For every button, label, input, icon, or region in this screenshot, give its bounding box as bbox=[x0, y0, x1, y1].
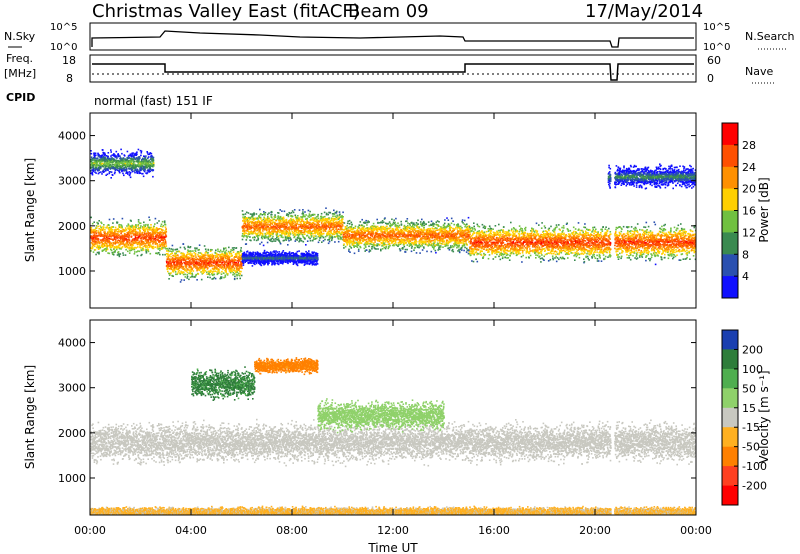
power-colorbar-segment bbox=[722, 210, 738, 233]
velocity-colorbar-label: -50 bbox=[742, 441, 760, 454]
power-colorbar-label: 20 bbox=[742, 183, 756, 196]
power-plot-frame bbox=[89, 112, 697, 309]
power-colorbar-segment bbox=[722, 276, 738, 299]
ytick-label: 2000 bbox=[58, 220, 86, 233]
power-colorbar-segment bbox=[722, 166, 738, 190]
velocity-colorbar-frame bbox=[721, 329, 739, 506]
power-band-1 bbox=[165, 243, 243, 283]
power-colorbar-segment bbox=[722, 188, 738, 211]
nsky-tick-high: 10^5 bbox=[50, 22, 77, 33]
power-colorbar-label: 28 bbox=[742, 139, 756, 152]
power-band-2 bbox=[241, 207, 344, 247]
freq-label: Freq. bbox=[6, 52, 33, 65]
freq-unit: [MHz] bbox=[4, 67, 36, 80]
mode-label: normal (fast) 151 IF bbox=[94, 94, 213, 108]
velocity-colorbar-segment bbox=[722, 427, 738, 448]
nsky-panel: N.Sky 10^5 10^0 10^5 10^0 N.Search bbox=[4, 22, 795, 53]
date-label: 17/May/2014 bbox=[585, 1, 703, 22]
nsky-tick-low: 10^0 bbox=[50, 42, 77, 53]
power-band-6 bbox=[607, 163, 696, 190]
velocity-band-1 bbox=[90, 505, 696, 515]
beam-label: Beam 09 bbox=[348, 1, 429, 22]
xtick-label: 20:00 bbox=[579, 524, 611, 537]
velocity-colorbar-label: -200 bbox=[742, 480, 767, 493]
power-band-0 bbox=[90, 216, 168, 258]
ytick-label: 3000 bbox=[58, 175, 86, 188]
velocity-colorbar-label: 100 bbox=[742, 363, 763, 376]
power-panel bbox=[90, 148, 696, 283]
velocity-colorbar-label: 15 bbox=[742, 402, 756, 415]
nsearch-tick-low: 10^0 bbox=[703, 42, 730, 53]
ytick-label: 2000 bbox=[58, 427, 86, 440]
velocity-band-2 bbox=[317, 398, 445, 434]
xtick-label: 16:00 bbox=[478, 524, 510, 537]
xtick-label: 00:00 bbox=[74, 524, 106, 537]
power-colorbar-label: 8 bbox=[742, 248, 749, 261]
freq-tick-high: 18 bbox=[62, 54, 76, 67]
velocity-colorbar-segment bbox=[722, 349, 738, 370]
power-band-5 bbox=[90, 148, 155, 179]
ytick-label: 3000 bbox=[58, 382, 86, 395]
nave-tick-low: 0 bbox=[707, 72, 714, 85]
xtick-label: 08:00 bbox=[276, 524, 308, 537]
xtick-label: 00:00 bbox=[680, 524, 712, 537]
figure-title: Christmas Valley East (fitACF) bbox=[92, 1, 360, 22]
power-colorbar-label: Power [dB] bbox=[757, 177, 771, 242]
cpid-label: CPID bbox=[6, 91, 35, 104]
velocity-panel bbox=[90, 357, 696, 515]
velocity-colorbar-segment bbox=[722, 368, 738, 389]
nsky-label: N.Sky bbox=[4, 30, 36, 43]
velocity-band-0 bbox=[90, 418, 696, 468]
power-colorbar: 28 24 20 16 12 8 4 bbox=[721, 122, 756, 299]
nsearch-label: N.Search bbox=[745, 30, 795, 43]
power-colorbar-segment bbox=[722, 144, 738, 168]
power-colorbar-segment bbox=[722, 232, 738, 255]
velocity-colorbar-segment bbox=[722, 407, 738, 428]
ytick-label: 1000 bbox=[58, 265, 86, 278]
freq-trace bbox=[92, 63, 694, 81]
velocity-colorbar-label: Velocity [m s⁻¹] bbox=[757, 370, 771, 463]
velocity-colorbar-segment bbox=[722, 466, 738, 486]
nave-tick-high: 60 bbox=[707, 54, 721, 67]
nsearch-tick-high: 10^5 bbox=[703, 22, 730, 33]
power-colorbar-segment bbox=[722, 123, 738, 146]
ytick-label: 1000 bbox=[58, 472, 86, 485]
velocity-colorbar: 200 100 50 15 -15 -50 -100 -200 bbox=[721, 329, 767, 506]
power-band-3 bbox=[342, 216, 471, 255]
power-colorbar-label: 4 bbox=[742, 270, 749, 283]
velocity-ylabel: Slant Range [km] bbox=[23, 365, 37, 469]
freq-panel: Freq. [MHz] 18 8 60 0 Nave bbox=[4, 52, 775, 85]
xtick-label: 12:00 bbox=[377, 524, 409, 537]
nave-label: Nave bbox=[745, 65, 773, 78]
velocity-colorbar-segment bbox=[722, 485, 738, 506]
power-colorbar-label: 16 bbox=[742, 205, 756, 218]
power-band-4 bbox=[468, 221, 696, 266]
power-colorbar-label: 24 bbox=[742, 161, 756, 174]
velocity-band-3 bbox=[191, 366, 256, 401]
velocity-colorbar-label: -15 bbox=[742, 421, 760, 434]
velocity-colorbar-segment bbox=[722, 330, 738, 350]
power-colorbar-label: 12 bbox=[742, 226, 756, 239]
power-colorbar-segment bbox=[722, 254, 738, 277]
velocity-plot-frame bbox=[89, 319, 697, 516]
power-band-7 bbox=[241, 249, 319, 267]
velocity-colorbar-label: -100 bbox=[742, 460, 767, 473]
xtick-label: 04:00 bbox=[175, 524, 207, 537]
velocity-colorbar-label: 50 bbox=[742, 382, 756, 395]
freq-tick-low: 8 bbox=[66, 72, 73, 85]
power-ylabel: Slant Range [km] bbox=[23, 158, 37, 262]
x-axis-label: Time UT bbox=[367, 541, 418, 554]
velocity-colorbar-segment bbox=[722, 388, 738, 409]
velocity-colorbar-label: 200 bbox=[742, 343, 763, 356]
nsky-trace bbox=[91, 30, 694, 48]
ytick-label: 4000 bbox=[58, 130, 86, 143]
power-scatter bbox=[90, 148, 696, 283]
ytick-label: 4000 bbox=[58, 337, 86, 350]
velocity-scatter bbox=[90, 357, 696, 515]
velocity-band-4 bbox=[254, 357, 319, 376]
velocity-colorbar-segment bbox=[722, 446, 738, 467]
